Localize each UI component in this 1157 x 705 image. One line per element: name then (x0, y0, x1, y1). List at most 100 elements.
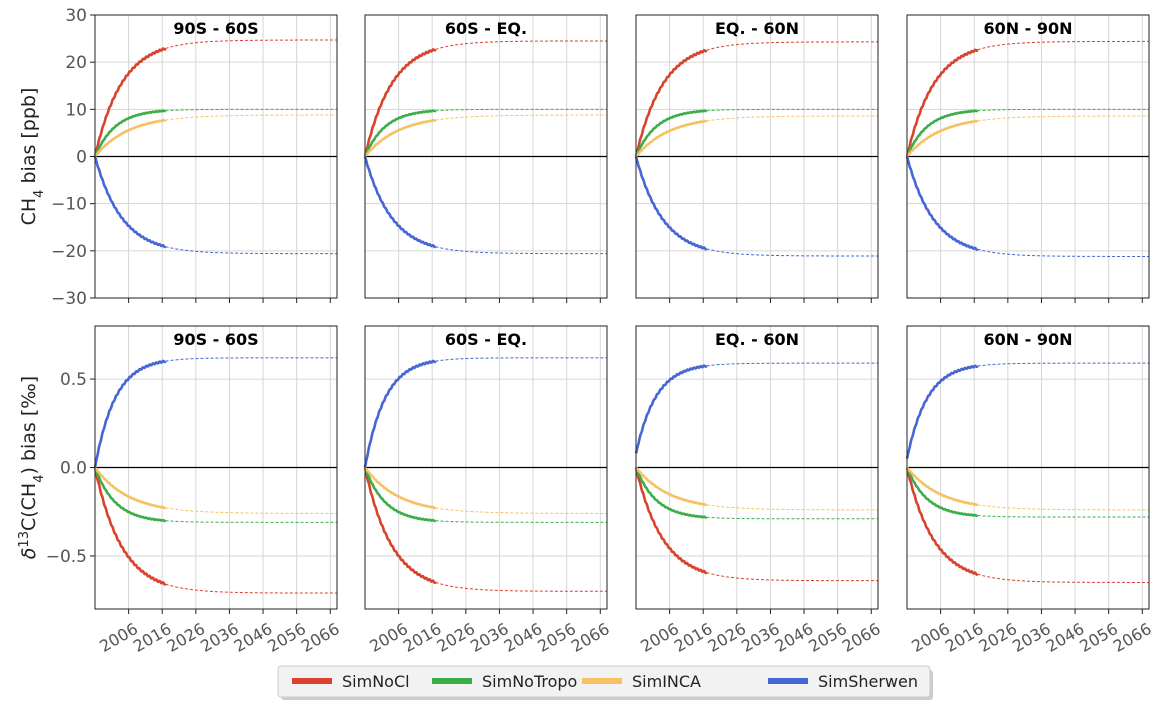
x-tick-label: 2066 (298, 619, 343, 656)
series-SimNoTropo-observed (905, 467, 979, 518)
series-SimINCA-projection (435, 507, 607, 514)
panel-title: 90S - 60S (173, 330, 258, 349)
panel-0-2: EQ. - 60N (634, 14, 879, 303)
panel-title: 60N - 90N (983, 19, 1072, 38)
panel-0-0: 30 20 10 0 −10 −20 −30 90S - 60S CH4 bias [ppb] (18, 6, 338, 309)
series-SimSherwen-observed (905, 364, 979, 459)
series-SimNoTropo-observed (93, 467, 167, 523)
series-SimNoCl-projection (435, 40, 607, 50)
series-SimSherwen-observed (363, 359, 437, 468)
series-SimSherwen-projection (165, 357, 337, 362)
y-tick-label: 10 (65, 100, 87, 120)
y-tick-label: 0.5 (60, 370, 87, 390)
y-tick-label: −0.5 (46, 547, 87, 567)
series-SimNoCl-observed (93, 467, 167, 586)
series-SimNoCl-observed (363, 48, 437, 157)
series-SimSherwen-projection (435, 357, 607, 362)
series-SimINCA-projection (435, 114, 608, 121)
y-tick-label: 20 (65, 53, 87, 73)
panel-1-0: 0.50.0−0.5200620162026203620462056206690… (17, 325, 343, 656)
series-SimINCA-observed (906, 119, 979, 158)
panel-title: 60S - EQ. (445, 19, 527, 38)
series-SimSherwen-observed (363, 156, 437, 249)
series-SimNoCl-observed (634, 467, 708, 575)
series-SimNoTropo-projection (706, 516, 878, 520)
y-axis-label: δ13C(CH4) bias [‰] (17, 376, 47, 559)
series-SimNoCl-observed (93, 47, 167, 157)
series-SimINCA-observed (93, 118, 167, 158)
series-SimINCA-observed (635, 119, 708, 158)
series-SimNoTropo-observed (363, 109, 437, 158)
y-tick-label: −30 (51, 289, 87, 309)
legend-label-SimSherwen: SimSherwen (818, 672, 918, 691)
series-SimINCA-observed (905, 466, 979, 507)
series-SimNoTropo-projection (977, 515, 1149, 518)
series-SimSherwen-projection (435, 246, 607, 255)
panel-title: EQ. - 60N (715, 330, 799, 349)
series-SimNoCl-projection (165, 583, 338, 594)
panel-0-1: 60S - EQ. (363, 14, 608, 303)
series-SimNoTropo-projection (165, 108, 337, 112)
series-SimINCA-observed (363, 118, 437, 158)
series-SimINCA-projection (977, 504, 1149, 511)
legend: SimNoCl SimNoTropo SimINCA SimSherwen (277, 665, 933, 700)
series-SimNoCl-observed (905, 467, 979, 576)
x-tick-label: 2066 (568, 619, 613, 656)
series-SimINCA-projection (165, 507, 337, 514)
axes-frame (635, 325, 879, 610)
series-SimNoCl-observed (634, 48, 708, 157)
y-tick-label: 0.0 (60, 459, 87, 479)
series-SimNoCl-projection (977, 40, 1149, 51)
x-tick-label: 2066 (839, 619, 884, 656)
series-SimSherwen-projection (977, 248, 1149, 257)
series-SimINCA-projection (977, 115, 1149, 122)
x-tick-label: 2066 (1110, 619, 1155, 656)
axes-frame (906, 14, 1150, 299)
series-SimNoCl-projection (706, 41, 878, 51)
series-SimNoCl-observed (363, 467, 437, 585)
legend-label-SimINCA: SimINCA (632, 672, 701, 691)
y-tick-label: 30 (65, 6, 87, 26)
y-tick-label: −20 (51, 242, 87, 262)
series-SimSherwen-projection (165, 246, 337, 255)
axes-frame (635, 14, 879, 299)
panel-title: 90S - 60S (173, 19, 258, 38)
panel-title: 60S - EQ. (445, 330, 527, 349)
series-SimINCA-observed (363, 466, 437, 510)
panel-title: 60N - 90N (983, 330, 1072, 349)
legend-label-SimNoTropo: SimNoTropo (482, 672, 577, 691)
legend-label-SimNoCl: SimNoCl (342, 672, 410, 691)
series-SimSherwen-observed (93, 156, 167, 249)
y-tick-label: −10 (51, 195, 87, 215)
series-SimNoCl-projection (706, 572, 878, 582)
series-SimNoTropo-observed (905, 109, 979, 158)
series-SimNoTropo-observed (93, 109, 167, 158)
series-SimNoTropo-projection (977, 108, 1149, 112)
series-SimSherwen-projection (706, 248, 878, 257)
axes-frame (364, 14, 608, 299)
series-SimSherwen-projection (977, 362, 1149, 367)
axes-frame (906, 325, 1150, 610)
series-SimNoTropo-projection (435, 108, 607, 112)
y-tick-label: 0 (76, 148, 87, 168)
series-SimINCA-observed (634, 466, 708, 507)
panel-0-3: 60N - 90N (905, 14, 1150, 303)
series-SimNoCl-projection (165, 39, 337, 49)
series-SimNoTropo-projection (165, 520, 337, 523)
axes-frame (364, 325, 608, 610)
series-SimNoTropo-observed (634, 109, 708, 158)
series-SimNoTropo-projection (706, 108, 878, 112)
series-SimNoTropo-observed (634, 467, 708, 519)
series-SimNoTropo-observed (363, 467, 437, 523)
series-SimSherwen-observed (905, 156, 979, 251)
series-SimINCA-observed (93, 466, 167, 510)
series-SimSherwen-observed (634, 156, 708, 251)
panel-title: EQ. - 60N (715, 19, 799, 38)
series-SimINCA-projection (706, 504, 878, 511)
series-SimINCA-projection (706, 115, 878, 122)
series-SimNoCl-observed (905, 48, 979, 157)
